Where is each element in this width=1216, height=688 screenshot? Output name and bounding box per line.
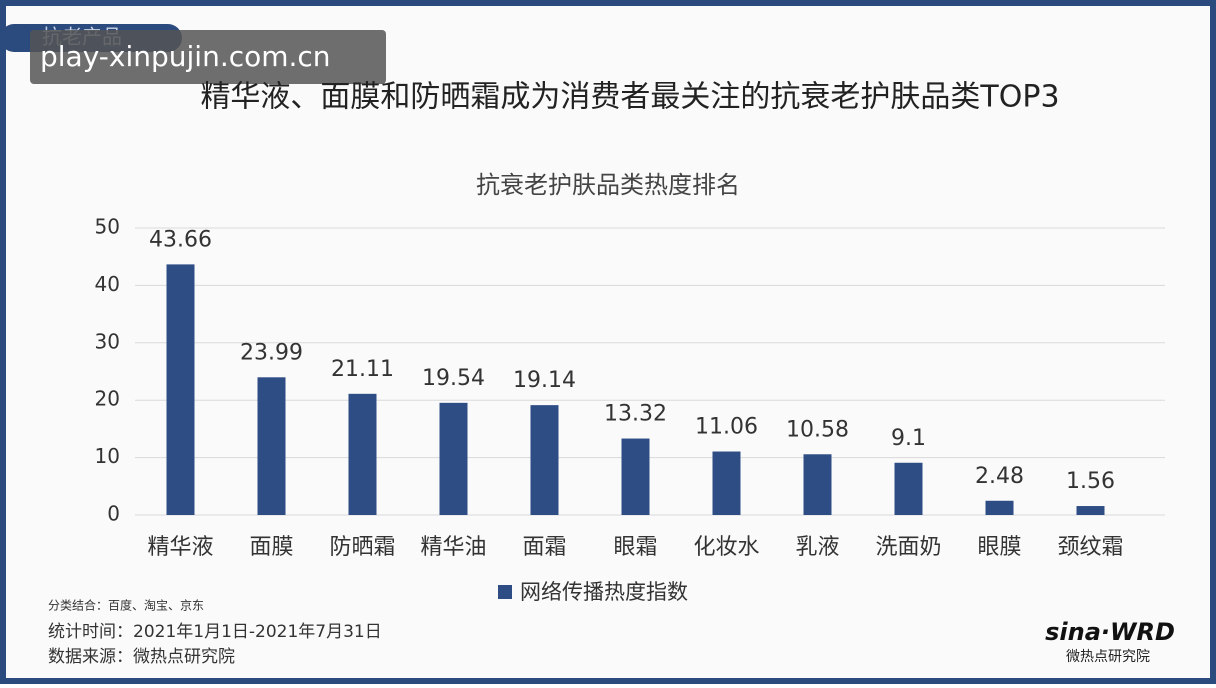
- x-tick-label: 眼霜: [613, 535, 657, 560]
- data-label: 2.48: [975, 464, 1024, 489]
- y-tick-label: 50: [95, 215, 120, 239]
- x-tick-label: 精华液: [147, 535, 213, 560]
- bar: [803, 454, 832, 515]
- data-label: 21.11: [331, 357, 394, 382]
- x-tick-label: 洗面奶: [875, 535, 941, 560]
- note: 数据来源：微热点研究院: [48, 647, 235, 667]
- bar: [348, 393, 377, 515]
- data-label: 1.56: [1066, 469, 1115, 494]
- y-tick-label: 30: [95, 329, 120, 353]
- bar: [257, 377, 286, 515]
- x-tick-label: 化妆水: [693, 535, 759, 560]
- legend-label: 网络传播热度指数: [520, 580, 688, 604]
- note: 分类结合：百度、淘宝、京东: [48, 598, 204, 613]
- data-label: 43.66: [149, 227, 212, 252]
- chart-title: 抗衰老护肤品类热度排名: [476, 171, 740, 199]
- bar: [894, 462, 923, 515]
- x-tick-label: 面霜: [522, 535, 566, 560]
- bar: [1076, 506, 1105, 515]
- legend-swatch: [498, 585, 512, 599]
- logo-brand: sina·WRD: [1045, 618, 1175, 646]
- data-label: 23.99: [240, 340, 303, 365]
- y-tick-label: 40: [95, 272, 120, 296]
- y-tick-label: 0: [107, 502, 120, 526]
- data-label: 11.06: [695, 415, 758, 440]
- data-label: 13.32: [604, 402, 667, 427]
- note: 统计时间：2021年1月1日-2021年7月31日: [48, 622, 382, 642]
- y-tick-label: 10: [95, 444, 120, 468]
- watermark-bg: [30, 30, 386, 84]
- logo-subtitle: 微热点研究院: [1066, 649, 1150, 665]
- bar: [530, 405, 559, 515]
- bar: [166, 264, 195, 515]
- x-tick-label: 精华油: [420, 535, 486, 560]
- bar: [712, 451, 741, 515]
- data-label: 19.14: [513, 368, 576, 393]
- x-tick-label: 眼膜: [977, 535, 1021, 560]
- data-label: 9.1: [891, 426, 926, 451]
- y-tick-label: 20: [95, 387, 120, 411]
- bar: [985, 500, 1014, 515]
- x-tick-label: 乳液: [795, 535, 839, 560]
- bar: [439, 402, 468, 515]
- x-tick-label: 面膜: [249, 535, 293, 560]
- headline: 精华液、面膜和防晒霜成为消费者最关注的抗衰老护肤品类TOP3: [200, 80, 1059, 115]
- bar: [621, 438, 650, 515]
- data-label: 19.54: [422, 366, 485, 391]
- x-tick-label: 颈纹霜: [1057, 535, 1123, 560]
- watermark: play-xinpujin.com.cn: [40, 40, 331, 73]
- x-tick-label: 防晒霜: [329, 535, 395, 560]
- data-label: 10.58: [786, 417, 849, 442]
